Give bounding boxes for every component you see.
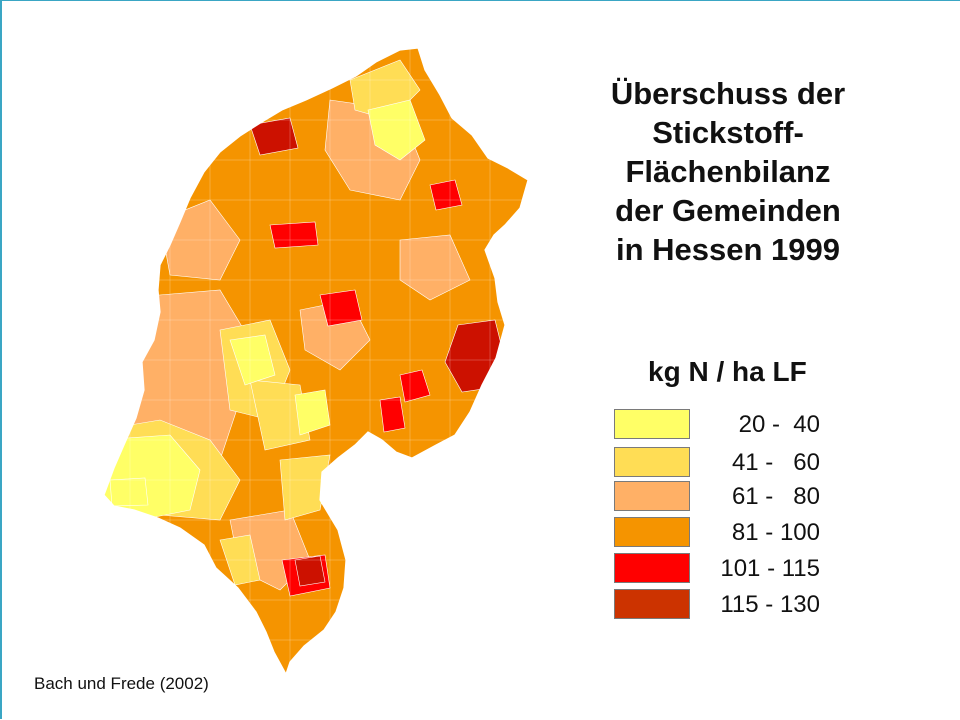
legend-label: 41 - 60 [731, 449, 820, 476]
legend-label: 101 - 115 [720, 555, 820, 582]
legend-row: 61 - 80 [614, 480, 874, 514]
title-line-4: der Gemeinden [615, 193, 841, 228]
title-line-1: Überschuss der [610, 76, 846, 111]
title-line-3: Flächenbilanz [625, 154, 831, 189]
legend-row: 41 - 60 [614, 446, 874, 480]
hessen-municipality-map [103, 47, 529, 675]
legend-swatch [614, 447, 690, 477]
legend-swatch [614, 481, 690, 511]
title-line-5: in Hessen 1999 [615, 232, 841, 267]
legend-unit-label: kg N / ha LF [648, 356, 807, 387]
map-title: Überschuss der Stickstoff- Flächenbilanz… [578, 74, 878, 269]
legend-swatch [614, 517, 690, 547]
title-line-2: Stickstoff- [652, 115, 804, 150]
source-citation: Bach und Frede (2002) [34, 674, 209, 693]
legend-row: 81 - 100 [614, 516, 874, 550]
legend-label: 81 - 100 [731, 519, 820, 546]
legend-row: 115 - 130 [614, 588, 874, 622]
legend-row: 20 - 40 [614, 408, 874, 442]
legend-label: 61 - 80 [731, 483, 820, 510]
regions-20-40 [104, 99, 426, 521]
legend: 20 - 40 41 - 60 61 - 80 81 - 100 101 - 1… [614, 408, 874, 628]
legend-label: 20 - 40 [738, 411, 820, 438]
legend-swatch [614, 409, 690, 439]
legend-swatch [614, 589, 690, 619]
legend-swatch [614, 553, 690, 583]
legend-row: 101 - 115 [614, 552, 874, 586]
legend-label: 115 - 130 [720, 591, 820, 618]
